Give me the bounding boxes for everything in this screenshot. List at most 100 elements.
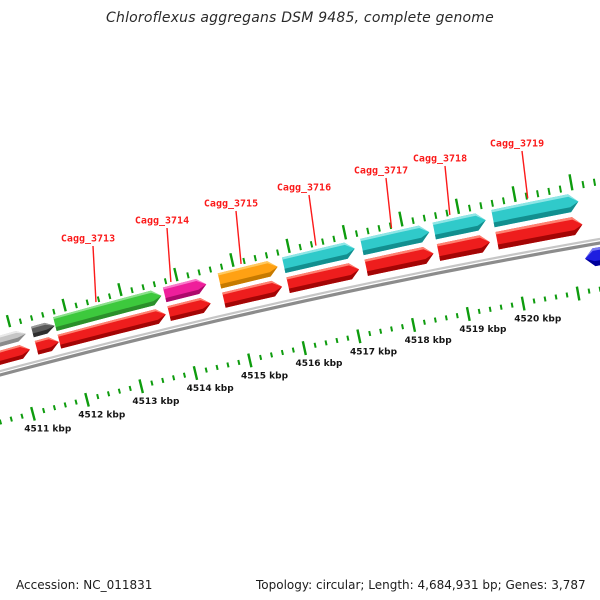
- label-leader-line: [92, 245, 97, 303]
- outer-ruler-tick: [511, 186, 517, 203]
- inner-ruler-tick: [138, 379, 145, 394]
- gene-arrow-Cagg_3719-bevel: [497, 224, 583, 250]
- inner-ruler-tick: [215, 364, 219, 371]
- figure-title: Chloroflexus aggregans DSM 9485, complet…: [106, 10, 494, 26]
- outer-ruler-tick: [398, 211, 404, 227]
- outer-ruler-tick: [219, 263, 224, 270]
- inner-ruler-tick: [30, 406, 36, 421]
- kbp-label: 4518 kbp: [405, 336, 453, 346]
- gene-arrow-Cagg_3716-bevel: [288, 269, 360, 293]
- outer-ruler-tick: [366, 227, 370, 235]
- outer-ruler-tick: [285, 238, 291, 254]
- inner-ruler-tick: [520, 296, 526, 311]
- inner-ruler-tick: [587, 288, 591, 294]
- inner-ruler-tick: [422, 319, 426, 325]
- outer-ruler-tick: [434, 212, 438, 220]
- gene-label-Cagg_3717: Cagg_3717: [354, 166, 408, 177]
- inner-ruler-tick: [543, 296, 547, 302]
- outer-ruler-tick: [197, 269, 201, 276]
- gene-arrow-bevel: [0, 349, 30, 365]
- kbp-label: 4520 kbp: [514, 315, 562, 325]
- gene-arrow-Cagg_3714-highlight: [167, 298, 211, 309]
- cds-arrow-highlight: [31, 322, 55, 329]
- gene-arrow-bevel: [37, 341, 59, 355]
- outer-ruler-tick: [208, 266, 213, 273]
- outer-ruler-tick: [568, 174, 574, 191]
- inner-ruler-tick: [356, 329, 362, 344]
- gene-arrow-Cagg_3715-bevel: [224, 286, 283, 308]
- label-leader-line: [444, 165, 451, 215]
- cds-arrow-Cagg_3717-bevel: [362, 232, 430, 256]
- outer-ruler-tick: [524, 192, 528, 200]
- outer-ruler-tick: [152, 281, 157, 288]
- inner-ruler-tick: [52, 405, 57, 411]
- outer-ruler-tick: [332, 235, 336, 243]
- outer-ruler-tick: [536, 190, 540, 198]
- gene-arrow-Cagg_3717-bevel: [367, 253, 434, 276]
- kbp-label: 4517 kbp: [350, 347, 398, 357]
- kbp-label: 4519 kbp: [459, 325, 507, 335]
- inner-ruler-tick: [433, 317, 437, 323]
- inner-ruler-tick: [117, 388, 121, 394]
- outer-ruler-tick: [18, 318, 23, 325]
- outer-ruler-tick: [5, 314, 12, 328]
- inner-ruler-tick: [324, 340, 328, 346]
- backbone: [0, 237, 600, 377]
- inner-ruler-tick: [477, 308, 481, 315]
- inner-ruler-tick: [74, 399, 78, 405]
- inner-ruler-tick: [63, 402, 67, 408]
- outer-ruler-tick: [422, 214, 426, 222]
- cds-arrow-Cagg_3713-bevel: [55, 295, 162, 331]
- accession-text: Accession: NC_011831: [16, 578, 153, 592]
- kbp-label: 4514 kbp: [187, 384, 235, 394]
- outer-ruler-tick: [309, 241, 314, 248]
- inner-ruler-tick: [390, 326, 394, 332]
- inner-ruler-tick: [84, 392, 90, 407]
- cds-arrow-Cagg_3716-bevel: [284, 248, 355, 274]
- inner-ruler-tick: [346, 335, 350, 341]
- gene-label-Cagg_3713: Cagg_3713: [61, 234, 115, 245]
- inner-ruler-tick: [465, 306, 471, 322]
- backbone-line-light: [0, 237, 600, 373]
- cds-arrow-highlight: [0, 330, 26, 338]
- cds-arrow-bevel: [32, 325, 55, 338]
- inner-ruler-tick: [510, 302, 514, 308]
- outer-ruler-tick: [276, 249, 280, 256]
- inner-ruler-tick: [42, 407, 46, 414]
- gene-arrow-highlight: [0, 345, 30, 353]
- cds-arrow-Cagg_3719-bevel: [493, 201, 579, 228]
- gene-label-Cagg_3714: Cagg_3714: [135, 216, 189, 227]
- inner-ruler-tick: [291, 347, 295, 353]
- outer-ruler-tick: [242, 257, 246, 265]
- gene-arrow-Cagg_3713-bevel: [60, 314, 166, 349]
- gene-label-Cagg_3715: Cagg_3715: [204, 199, 258, 210]
- gene-arrow-Cagg_3717-highlight: [364, 246, 434, 262]
- inner-ruler-tick: [247, 353, 253, 368]
- label-leader-line: [166, 227, 172, 283]
- kbp-label: 4512 kbp: [78, 411, 126, 421]
- inner-ruler-tick: [368, 330, 372, 337]
- gene-arrow-Cagg_3714-bevel: [169, 303, 211, 321]
- inner-ruler-tick: [335, 337, 339, 344]
- outer-ruler-tick: [74, 302, 78, 309]
- inner-ruler-tick: [565, 292, 569, 298]
- cds-arrow-Cagg_3718-bevel: [435, 220, 486, 240]
- gene-label-Cagg_3716: Cagg_3716: [277, 183, 331, 194]
- inner-ruler-tick: [401, 324, 405, 330]
- outer-ruler-tick: [321, 238, 325, 245]
- gene-arrow-Cagg_3718-bevel: [439, 242, 490, 261]
- label-leader-lines: [92, 150, 529, 303]
- outer-ruler-tick: [229, 252, 235, 268]
- inner-ruler-tick: [172, 375, 176, 381]
- gene-arrow-highlight: [34, 337, 59, 343]
- inner-ruler-tick: [182, 372, 187, 378]
- inner-ruler-tick: [280, 349, 284, 356]
- outer-ruler-tick: [445, 209, 449, 217]
- inner-ruler-tick: [237, 359, 241, 366]
- inner-ruler-tick: [554, 294, 558, 300]
- inner-ruler-tick: [379, 328, 383, 334]
- gene-arrow-Cagg_3715-highlight: [222, 280, 283, 295]
- cds-arrow-Cagg_3714-bevel: [165, 284, 207, 303]
- label-leader-line: [385, 177, 393, 229]
- cds-arrow-Cagg_3715-bevel: [220, 266, 278, 289]
